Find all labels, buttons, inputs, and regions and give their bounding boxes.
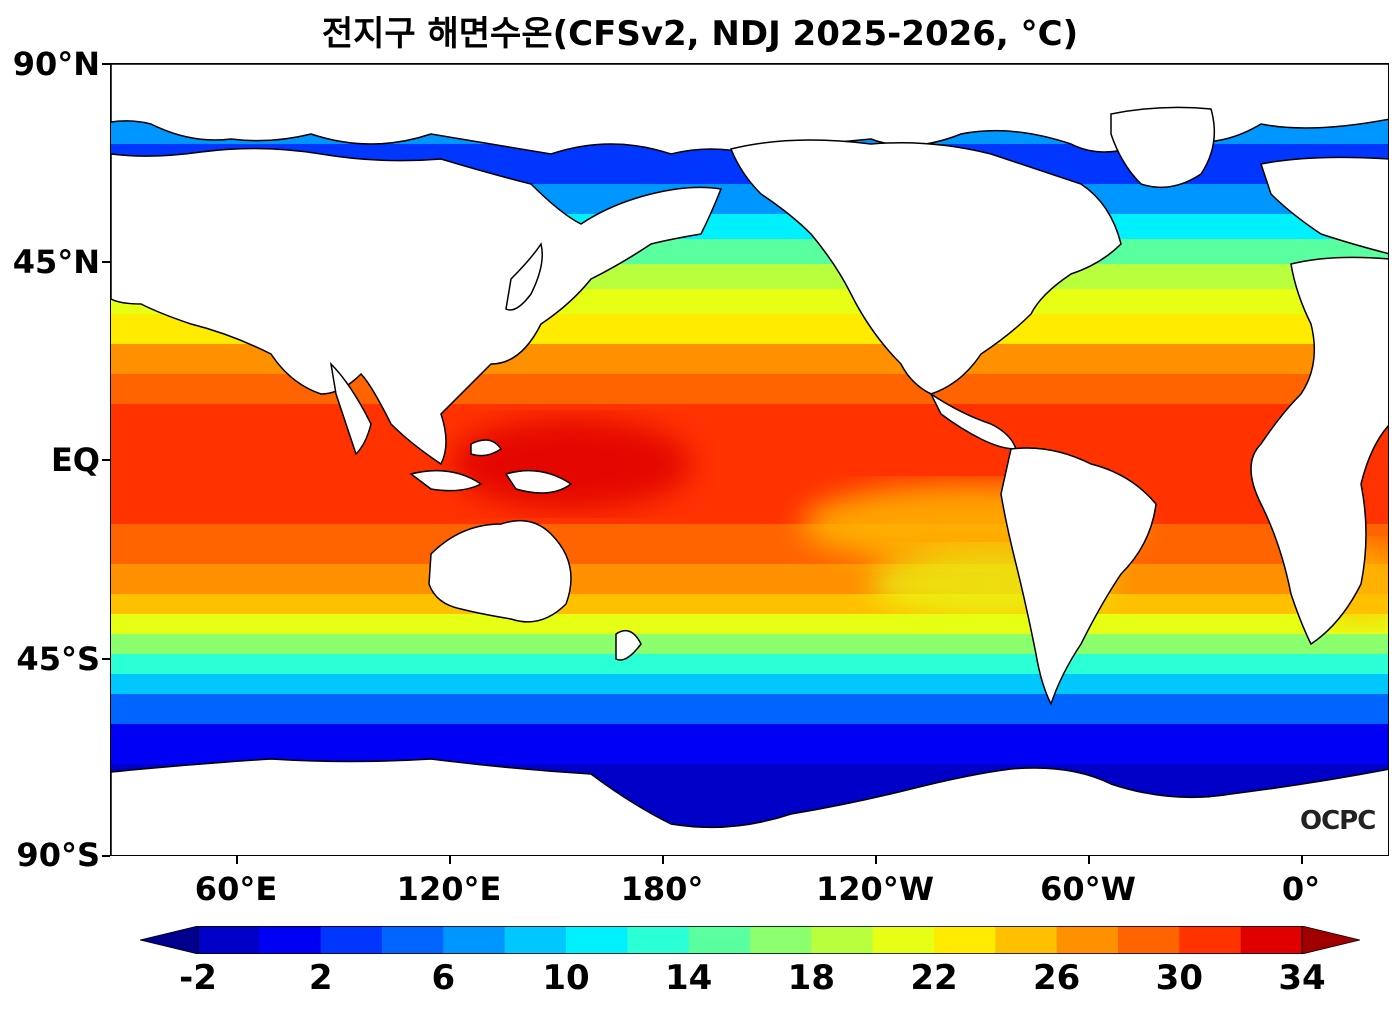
colorbar-cell [627,926,690,954]
sst-map [110,63,1389,856]
lat-label-90n: 90°N [12,45,100,83]
colorbar-cell [566,926,628,954]
lat-tick [102,261,110,263]
lon-tick [1301,856,1303,864]
lon-label-60w: 60°W [1040,870,1136,908]
colorbar-cell [1179,926,1242,954]
colorbar-cell [259,926,322,954]
lon-label-180: 180° [620,870,704,908]
lon-tick [1088,856,1090,864]
colorbar-label: 6 [431,958,456,998]
ocpc-logo: OCPC [1300,806,1376,836]
sst-band [111,614,1388,635]
sst-band [111,724,1388,765]
colorbar-cell [934,926,996,954]
colorbar-label: 34 [1278,958,1326,998]
colorbar-extend-high [1301,926,1360,954]
colorbar-label: 22 [910,958,958,998]
lat-label-45n: 45°N [12,243,100,281]
colorbar-cell [1056,926,1119,954]
sst-band [111,634,1388,655]
colorbar-cell [320,926,383,954]
lon-label-120e: 120°E [396,870,502,908]
sst-band [111,564,1388,595]
sst-field [111,64,1388,855]
lon-label-0: 0° [1281,870,1321,908]
colorbar-cell [198,926,260,954]
sst-band [111,694,1388,725]
land [111,64,1388,855]
sst-band [111,404,1388,435]
sst-band [111,524,1388,565]
colorbar-cell [688,926,751,954]
colorbar-cell [872,926,935,954]
colorbar-label: 10 [542,958,590,998]
lat-tick [102,459,110,461]
lon-label-120w: 120°W [815,870,935,908]
lat-label-45s: 45°S [16,640,100,678]
lon-label-60e: 60°E [194,870,278,908]
sst-band [111,594,1388,615]
lon-tick [875,856,877,864]
colorbar-cell [750,926,812,954]
chart-title: 전지구 해면수온(CFSv2, NDJ 2025-2026, °C) [321,14,1079,54]
sst-band [111,434,1388,525]
lat-tick [102,855,110,857]
lon-tick [662,856,664,864]
colorbar-label: 14 [664,958,713,998]
colorbar-cell [504,926,567,954]
colorbar-cell [811,926,874,954]
colorbar-cell [1240,926,1303,954]
lat-label-eq: EQ [50,441,100,479]
colorbar [140,926,1360,954]
lat-tick [102,63,110,65]
lon-tick [236,856,238,864]
warm-pool [451,419,691,509]
colorbar-label: -2 [179,958,217,998]
colorbar-label: 18 [787,958,835,998]
lat-tick [102,658,110,660]
colorbar-cell [443,926,506,954]
lon-tick [449,856,451,864]
colorbar-label: 2 [308,958,333,998]
colorbar-cell [995,926,1058,954]
colorbar-label: 30 [1155,958,1203,998]
lat-label-90s: 90°S [16,836,100,874]
colorbar-extend-low [140,926,199,954]
sst-band [111,654,1388,675]
colorbar-cell [382,926,444,954]
colorbar-cell [1118,926,1180,954]
colorbar-label: 26 [1032,958,1081,998]
sst-band [111,674,1388,695]
